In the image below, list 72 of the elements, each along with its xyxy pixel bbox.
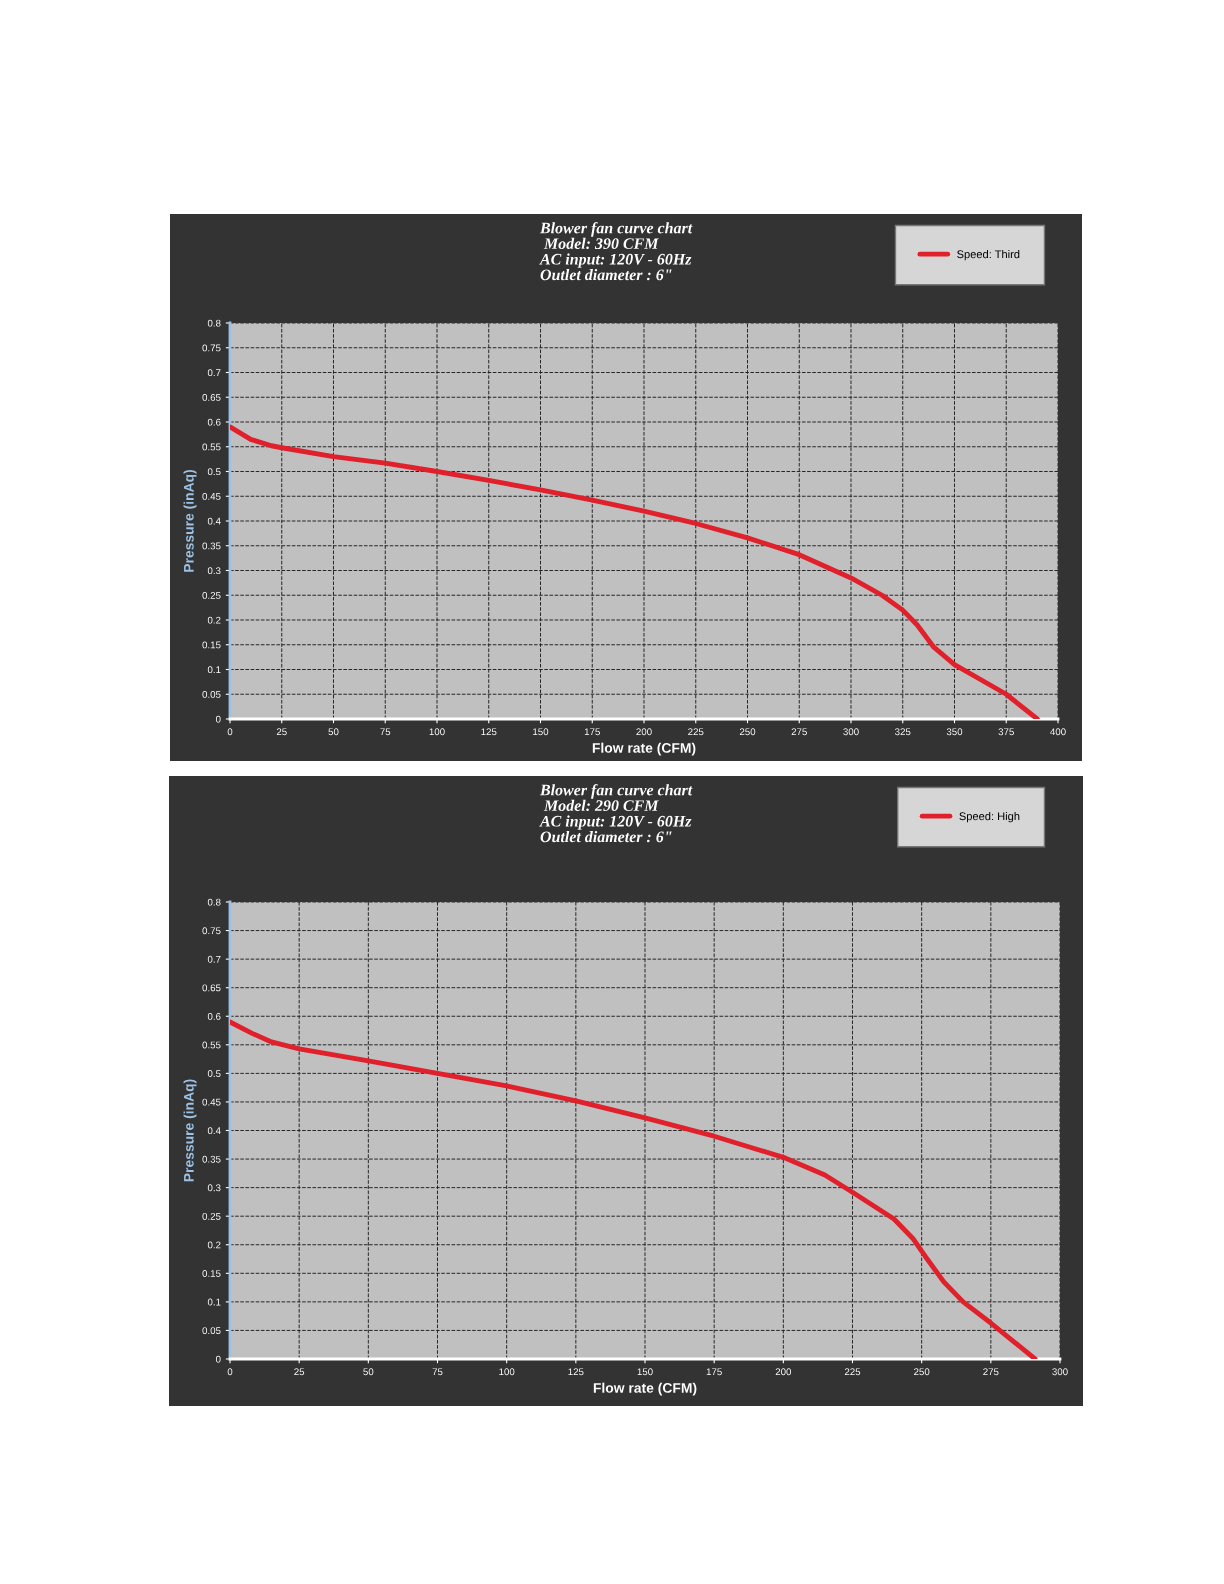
y-tick-label: 0.55 — [202, 1041, 221, 1049]
y-tick-label: 0.4 — [207, 517, 221, 525]
y-tick-label: 0.6 — [207, 1012, 221, 1020]
chart-title: Blower fan curve chart Model: 290 CFM AC input: 120V - 60Hz Outlet diameter : 6" — [539, 784, 693, 843]
x-tick-label: 250 — [914, 1368, 930, 1376]
y-tick-label: 0.65 — [202, 984, 221, 992]
y-tick-label: 0.65 — [202, 393, 221, 401]
x-tick-label: 200 — [775, 1368, 792, 1376]
x-tick-label: 25 — [294, 1368, 305, 1376]
y-tick-label: 0.2 — [207, 616, 221, 624]
y-tick-label: 0.35 — [202, 542, 221, 550]
x-tick-label: 50 — [363, 1368, 374, 1376]
x-tick-label: 275 — [983, 1368, 999, 1376]
y-tick-label: 0.5 — [207, 468, 221, 476]
x-tick-label: 0 — [227, 1368, 233, 1376]
y-tick-label: 0.3 — [207, 567, 221, 575]
y-tick-label: 0.75 — [202, 927, 221, 935]
y-tick-label: 0.1 — [207, 1298, 221, 1306]
x-tick-label: 100 — [499, 1368, 515, 1376]
x-tick-label: 125 — [568, 1368, 584, 1376]
legend-label: Speed: Third — [957, 250, 1020, 261]
y-tick-label: 0.15 — [202, 641, 221, 649]
legend-label: Speed: High — [959, 812, 1020, 823]
x-tick-label: 175 — [706, 1368, 722, 1376]
y-tick-label: 0.45 — [202, 1098, 221, 1106]
x-tick-label: 150 — [637, 1368, 653, 1376]
y-tick-label: 0.8 — [207, 898, 221, 906]
x-tick-label: 150 — [533, 728, 549, 736]
x-tick-label: 225 — [844, 1368, 861, 1376]
x-axis-title: Flow rate (CFM) — [592, 742, 696, 756]
x-tick-label: 350 — [946, 728, 963, 736]
y-tick-label: 0.8 — [207, 319, 221, 327]
x-tick-label: 200 — [636, 728, 652, 736]
x-tick-label: 300 — [1052, 1368, 1068, 1376]
y-tick-label: 0.5 — [207, 1070, 221, 1077]
y-tick-label: 0.7 — [207, 369, 221, 377]
x-axis-title: Flow rate (CFM) — [593, 1382, 697, 1396]
y-tick-label: 0.1 — [207, 666, 221, 674]
y-axis-title: Pressure (inAq) — [183, 1079, 197, 1182]
x-tick-label: 300 — [843, 728, 859, 736]
y-tick-label: 0.55 — [202, 443, 221, 451]
y-tick-label: 0 — [215, 715, 221, 723]
y-tick-label: 0.35 — [202, 1155, 221, 1163]
x-tick-label: 275 — [791, 728, 807, 736]
y-tick-label: 0.05 — [202, 1327, 221, 1335]
y-tick-label: 0.4 — [207, 1127, 221, 1135]
x-tick-label: 175 — [584, 728, 600, 736]
x-tick-label: 75 — [380, 728, 391, 736]
x-tick-label: 375 — [998, 728, 1014, 736]
chart-title: Blower fan curve chart Model: 390 CFM AC input: 120V - 60Hz Outlet diameter : 6" — [539, 222, 693, 281]
y-tick-label: 0.2 — [207, 1241, 221, 1249]
x-tick-label: 100 — [429, 728, 445, 736]
y-tick-label: 0.45 — [202, 492, 221, 500]
x-tick-label: 75 — [432, 1368, 443, 1376]
y-tick-label: 0.15 — [202, 1270, 221, 1277]
x-tick-label: 325 — [895, 728, 911, 736]
y-tick-label: 0.3 — [207, 1184, 221, 1192]
y-tick-label: 0.7 — [207, 955, 221, 963]
x-tick-label: 225 — [688, 728, 704, 736]
x-tick-label: 250 — [739, 728, 756, 736]
y-tick-label: 0.25 — [202, 1212, 221, 1220]
y-tick-label: 0 — [215, 1355, 221, 1363]
x-tick-label: 50 — [328, 728, 339, 736]
y-tick-label: 0.05 — [202, 690, 221, 698]
y-tick-label: 0.75 — [202, 344, 221, 352]
x-tick-label: 400 — [1050, 728, 1066, 736]
x-tick-label: 25 — [276, 728, 287, 736]
y-tick-label: 0.6 — [207, 418, 221, 426]
x-tick-label: 0 — [227, 728, 233, 736]
x-tick-label: 125 — [481, 728, 497, 736]
y-axis-title: Pressure (inAq) — [183, 469, 197, 572]
y-tick-label: 0.25 — [202, 591, 221, 599]
